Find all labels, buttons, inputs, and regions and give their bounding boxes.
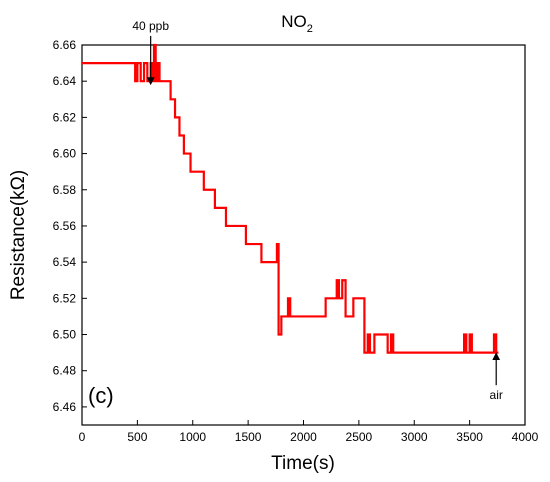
y-tick-label: 6.52	[53, 291, 77, 305]
chart-title: NO2	[281, 12, 313, 35]
y-tick-label: 6.58	[53, 183, 77, 197]
y-axis-ticks: 6.46 6.48 6.50 6.52 6.54 6.56 6.58 6.60 6.62 6.64…	[53, 38, 87, 414]
y-tick-label: 6.46	[53, 400, 77, 414]
x-axis-title: Time(s)	[271, 453, 335, 474]
y-tick-label: 6.50	[53, 328, 77, 342]
y-tick-label: 6.54	[53, 255, 77, 269]
panel-label: (c)	[88, 383, 114, 408]
x-tick-label: 0	[79, 430, 86, 444]
x-tick-label: 1500	[235, 430, 262, 444]
x-tick-label: 2000	[290, 430, 317, 444]
x-tick-label: 1000	[179, 430, 206, 444]
y-tick-label: 6.60	[53, 147, 77, 161]
x-tick-label: 3000	[401, 430, 428, 444]
annotation-label: air	[490, 388, 503, 402]
y-tick-label: 6.62	[53, 110, 77, 124]
y-tick-label: 6.64	[53, 74, 77, 88]
x-tick-label: 500	[127, 430, 147, 444]
plot-frame	[81, 44, 526, 426]
x-tick-label: 2500	[346, 430, 373, 444]
y-tick-label: 6.48	[53, 364, 77, 378]
y-tick-label: 6.56	[53, 219, 77, 233]
y-tick-label: 6.66	[53, 38, 77, 52]
x-tick-label: 4000	[512, 430, 539, 444]
annotation-label: 40 ppb	[132, 19, 169, 33]
x-tick-label: 3500	[456, 430, 483, 444]
chart-title-subscript: 2	[307, 23, 313, 35]
annotations: 40 ppb air	[132, 19, 503, 402]
y-axis-title: Resistance(kΩ)	[8, 170, 29, 300]
series-line-resistance	[82, 43, 499, 354]
x-axis-ticks: 0 500 1000 1500 2000 2500 3000 3500 4000	[79, 420, 539, 444]
